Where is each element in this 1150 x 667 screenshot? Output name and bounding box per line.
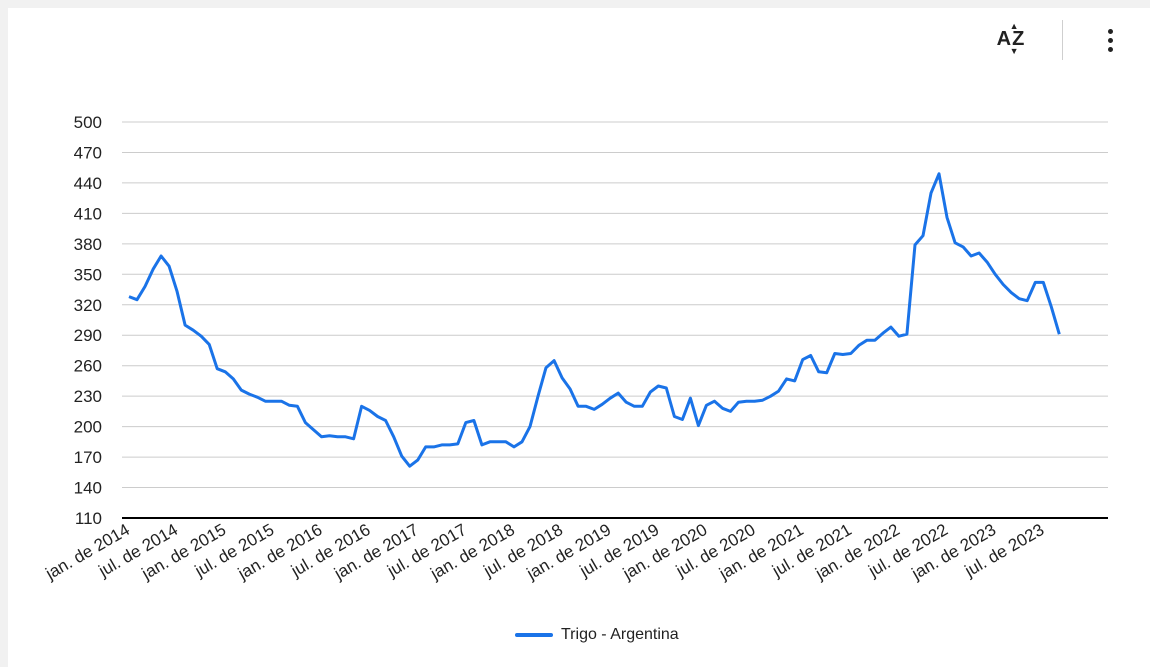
y-tick-label: 110 bbox=[75, 509, 102, 528]
y-tick-label: 230 bbox=[74, 387, 102, 406]
y-tick-label: 350 bbox=[74, 265, 102, 284]
y-tick-label: 410 bbox=[74, 204, 102, 223]
toolbar-divider bbox=[1062, 20, 1063, 60]
y-tick-label: 140 bbox=[74, 479, 102, 498]
legend-label: Trigo - Argentina bbox=[561, 626, 679, 643]
y-tick-label: 500 bbox=[74, 113, 102, 132]
series-line-trigo-argentina[interactable] bbox=[128, 172, 1061, 468]
y-tick-label: 200 bbox=[74, 418, 102, 437]
more-options-button[interactable] bbox=[1096, 22, 1124, 58]
y-tick-label: 290 bbox=[74, 326, 102, 345]
y-tick-label: 440 bbox=[74, 174, 102, 193]
y-axis-ticks: 110 140 170 200 230 260 290 320 350 380 410 440 470 5… bbox=[74, 113, 102, 528]
gridlines bbox=[122, 121, 1108, 489]
more-vert-icon bbox=[1107, 28, 1113, 34]
y-tick-label: 320 bbox=[74, 296, 102, 315]
sort-az-button[interactable]: ▲ AZ ▼ bbox=[990, 20, 1032, 56]
y-tick-label: 170 bbox=[74, 448, 102, 467]
chart-legend[interactable]: Trigo - Argentina bbox=[515, 626, 679, 644]
y-tick-label: 380 bbox=[74, 235, 102, 254]
chart-card bbox=[8, 8, 1150, 667]
y-tick-label: 470 bbox=[74, 143, 102, 162]
legend-swatch bbox=[515, 633, 553, 637]
y-tick-label: 260 bbox=[74, 357, 102, 376]
sort-az-icon: ▲ AZ ▼ bbox=[996, 20, 1026, 56]
series-lines bbox=[128, 172, 1061, 468]
